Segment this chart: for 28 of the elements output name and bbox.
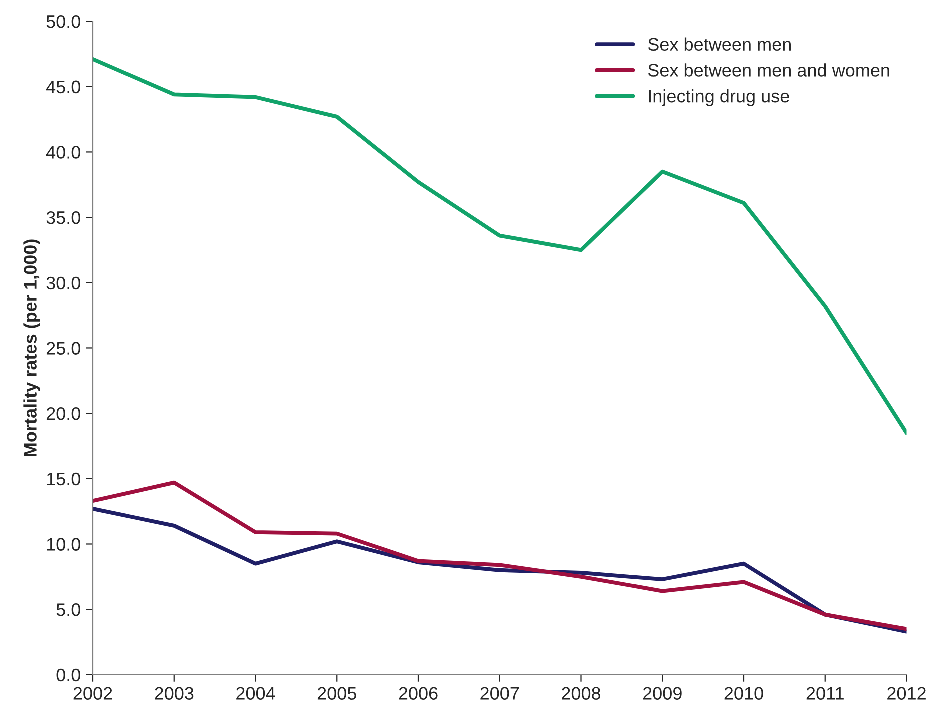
y-tick-label: 45.0 (46, 80, 80, 94)
x-tick-label: 2009 (643, 687, 682, 700)
y-tick-label: 15.0 (47, 472, 80, 486)
y-tick-label: 10.0 (47, 538, 80, 551)
x-tick-label: 2008 (562, 687, 601, 700)
x-tick-label: 2012 (888, 687, 926, 700)
y-tick-label: 30.0 (46, 276, 80, 290)
x-tick-label: 2007 (480, 687, 520, 700)
x-tick-label: 2004 (236, 687, 276, 700)
y-tick-label: 5.0 (56, 604, 80, 616)
y-tick-label: 35.0 (46, 211, 80, 224)
x-tick-label: 2011 (806, 687, 844, 700)
x-tick-label: 2006 (399, 687, 438, 700)
y-tick-label: 25.0 (46, 342, 80, 355)
line-series (93, 480, 907, 632)
legend-label: Sex between men (648, 38, 791, 52)
y-axis-title: Mortality rates (per 1,000) (24, 240, 40, 456)
x-tick-label: 2010 (724, 687, 764, 700)
line-series (93, 57, 907, 436)
x-tick-label: 2003 (155, 687, 194, 700)
legend-label: Injecting drug use (649, 90, 790, 106)
y-tick-label: 20.0 (46, 408, 80, 420)
x-tick-label: 2002 (74, 687, 112, 700)
legend-label: Sex between men and women (648, 64, 890, 77)
y-tick-label: 40.0 (46, 146, 80, 159)
y-tick-label: 0.0 (56, 668, 80, 682)
y-tick-label: 50.0 (46, 15, 80, 28)
x-tick-label: 2005 (318, 687, 356, 700)
